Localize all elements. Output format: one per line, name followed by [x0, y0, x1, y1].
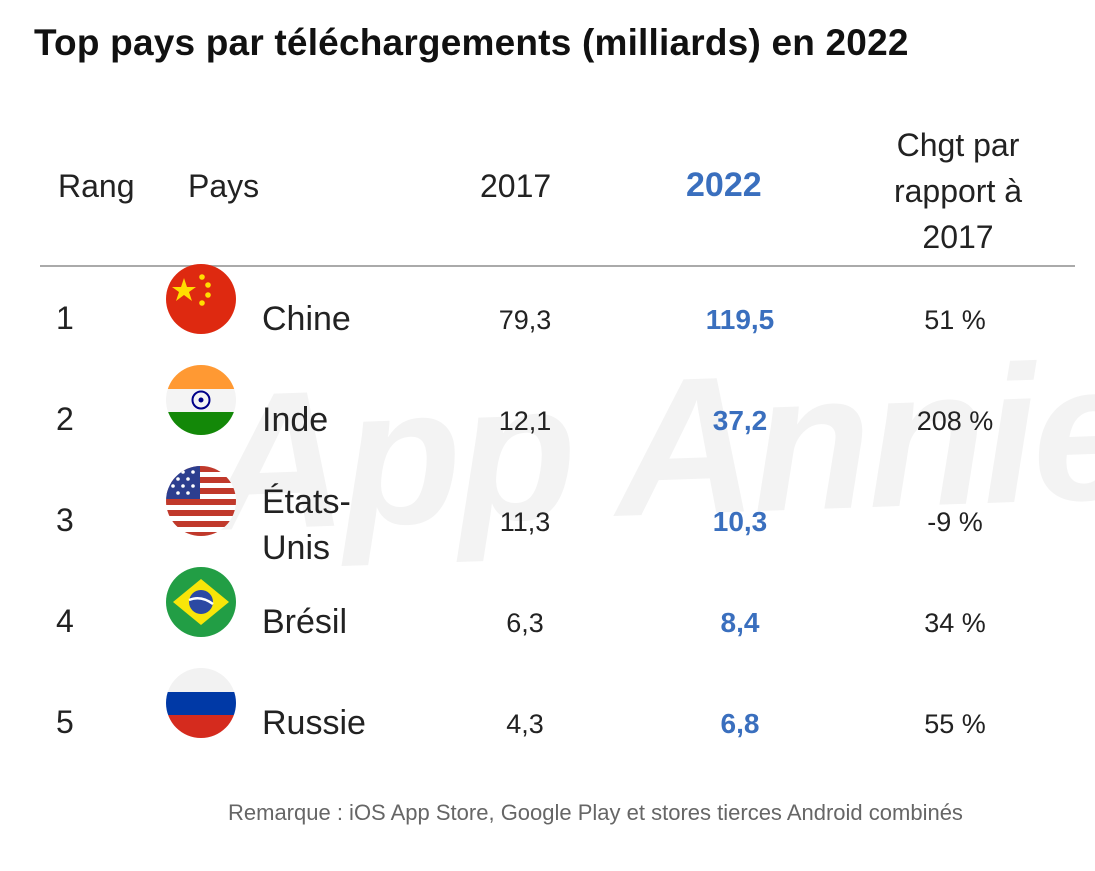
value-2022-cell: 37,2 — [712, 405, 768, 436]
rank-cell: 4 — [56, 603, 74, 639]
value-2017-cell: 4,3 — [506, 709, 544, 739]
value-2017-cell: 12,1 — [498, 406, 552, 436]
rank-cell: 3 — [56, 502, 74, 538]
india-flag-icon — [166, 365, 236, 435]
rank-cell: 5 — [56, 704, 74, 740]
footnote: Remarque : iOS App Store, Google Play et… — [228, 800, 963, 825]
country-cell: Chine — [262, 300, 351, 338]
value-2017-cell: 6,3 — [506, 608, 544, 638]
header-change: Chgt par rapport à 2017 — [858, 122, 1058, 260]
rank-cell: 2 — [56, 401, 74, 437]
header-country: Pays — [188, 168, 260, 204]
change-cell: 55 % — [924, 709, 986, 739]
change-cell: 51 % — [924, 305, 986, 335]
header-2022: 2022 — [686, 166, 762, 204]
value-2017-cell: 11,3 — [499, 507, 551, 537]
table-row: 4 Brésil 6,3 8,4 34 % — [0, 567, 1095, 672]
china-flag-icon — [166, 264, 236, 334]
change-cell: 34 % — [924, 608, 986, 638]
value-2017-cell: 79,3 — [498, 305, 552, 335]
country-cell: Brésil — [262, 603, 348, 641]
header-divider — [40, 265, 1075, 267]
value-2022-cell: 10,3 — [712, 506, 768, 537]
value-2022-cell: 8,4 — [720, 607, 760, 638]
country-cell: États-Unis — [262, 483, 351, 567]
header-2017: 2017 — [480, 168, 552, 204]
table-row: 1 Chine 79,3 119,5 51 % — [0, 264, 1095, 369]
header-change-line-1: Chgt par — [896, 127, 1020, 163]
usa-flag-icon — [166, 466, 236, 536]
russia-flag-icon — [166, 668, 236, 738]
table-row: 3 États-Unis 11,3 10,3 -9 % — [0, 466, 1095, 571]
change-cell: -9 % — [927, 507, 983, 537]
rank-cell: 1 — [56, 300, 74, 336]
header-change-line-2: rapport à — [893, 173, 1023, 209]
country-cell: Russie — [262, 704, 366, 742]
chart-title: Top pays par téléchargements (milliards)… — [34, 22, 909, 63]
change-cell: 208 % — [916, 406, 994, 436]
value-2022-cell: 119,5 — [705, 304, 775, 335]
brazil-flag-icon — [166, 567, 236, 637]
header-change-line-3: 2017 — [922, 219, 994, 255]
value-2022-cell: 6,8 — [720, 708, 760, 739]
table-row: 5 Russie 4,3 6,8 55 % — [0, 668, 1095, 773]
header-rank: Rang — [58, 168, 135, 204]
table-row: 2 Inde 12,1 37,2 208 % — [0, 365, 1095, 470]
country-cell: Inde — [262, 401, 329, 439]
